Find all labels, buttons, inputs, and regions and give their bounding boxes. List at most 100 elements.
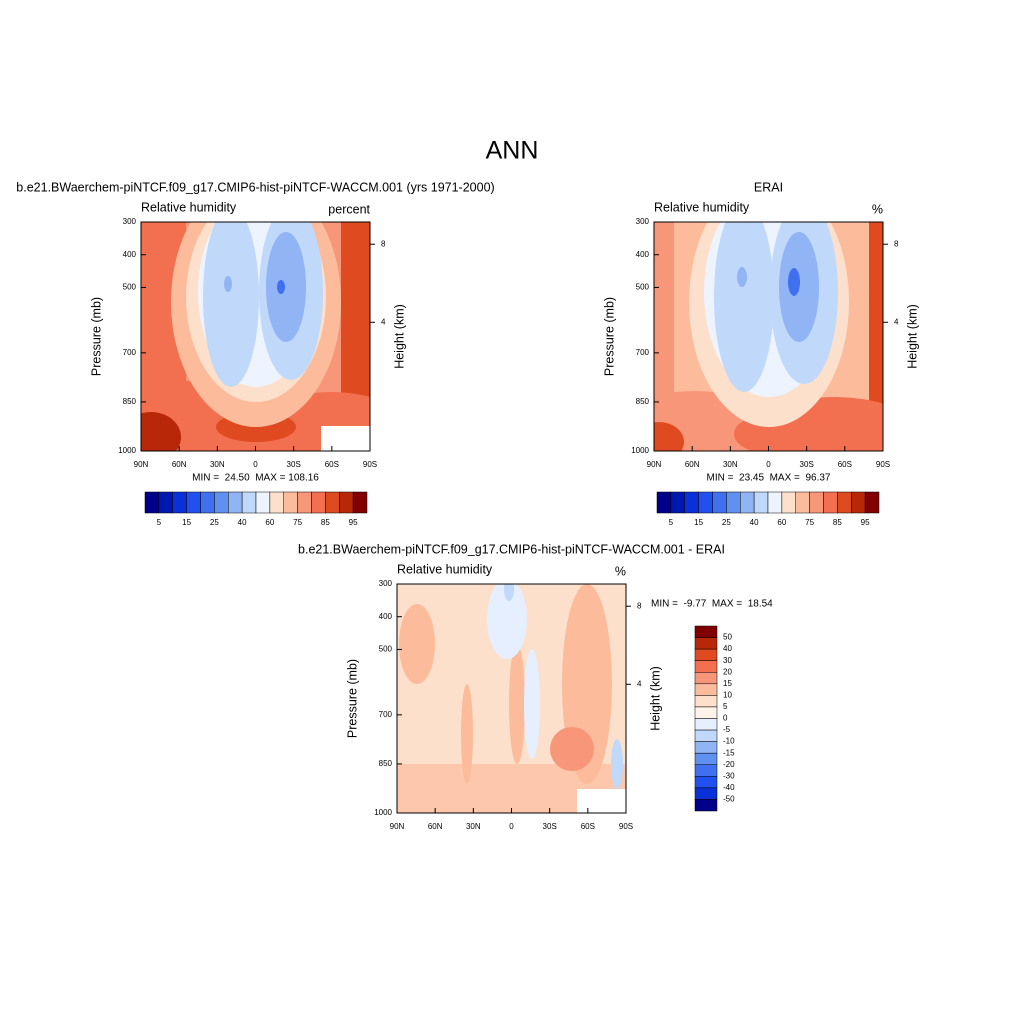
- y-tick-label: 700: [123, 348, 137, 357]
- min-max-stats: MIN = 24.50 MAX = 108.16: [192, 473, 319, 484]
- right-string: %: [872, 202, 883, 216]
- colorbar-box: [740, 491, 755, 514]
- contour-field: [141, 222, 370, 451]
- colorbar-box: [837, 491, 852, 514]
- colorbar-box: [712, 491, 727, 514]
- colorbar-box: [200, 491, 215, 514]
- colorbar-label: 85: [833, 518, 842, 527]
- y-tick-label: 850: [636, 397, 650, 406]
- colorbar-label: 75: [293, 518, 302, 527]
- panel-title: ERAI: [754, 180, 783, 194]
- x-tick-label: 90S: [363, 460, 377, 469]
- colorbar-box: [823, 491, 838, 514]
- colorbar-box: [753, 491, 769, 514]
- x-tick-label: 0: [253, 460, 258, 469]
- colorbar-box: [694, 729, 718, 742]
- colorbar-box: [698, 491, 713, 514]
- y2-tick-label: 8: [894, 239, 899, 248]
- colorbar-box: [694, 683, 718, 696]
- colorbar-box: [311, 491, 326, 514]
- x-tick-label: 60N: [428, 822, 443, 831]
- y2-tick-label: 8: [381, 239, 386, 248]
- y-tick-label: 500: [379, 645, 393, 654]
- colorbar-box: [694, 799, 718, 812]
- colorbar-label: -40: [723, 783, 735, 792]
- y2-tick-label: 4: [637, 679, 642, 688]
- colorbar-box: [694, 718, 718, 731]
- colorbar-label: 5: [157, 518, 162, 527]
- x-tick-label: 90N: [390, 822, 405, 831]
- x-tick-label: 30N: [723, 460, 738, 469]
- y2-axis-label: Height (km): [648, 666, 662, 731]
- colorbar-box: [186, 491, 201, 514]
- x-tick-label: 90N: [134, 460, 149, 469]
- y-tick-label: 300: [636, 217, 650, 226]
- colorbar-box: [726, 491, 741, 514]
- y-tick-label: 700: [636, 348, 650, 357]
- colorbar-box: [864, 491, 880, 514]
- x-tick-label: 0: [766, 460, 771, 469]
- colorbar-label: 15: [694, 518, 703, 527]
- y-tick-label: 300: [123, 217, 137, 226]
- x-tick-label: 60S: [325, 460, 339, 469]
- right-string: %: [615, 564, 626, 578]
- min-max-stats: MIN = -9.77 MAX = 18.54: [651, 599, 773, 610]
- colorbar-box: [297, 491, 312, 514]
- y-axis-label: Pressure (mb): [89, 297, 103, 376]
- y-tick-label: 850: [123, 397, 137, 406]
- colorbar-label: 0: [723, 714, 728, 723]
- y2-axis-label: Height (km): [392, 304, 406, 369]
- panel-title: b.e21.BWaerchem-piNTCF.f09_g17.CMIP6-his…: [298, 542, 725, 556]
- x-tick-label: 60N: [172, 460, 187, 469]
- colorbar-label: 15: [723, 679, 732, 688]
- colorbar-box: [255, 491, 271, 514]
- y2-tick-label: 4: [381, 317, 386, 326]
- colorbar-box: [352, 491, 368, 514]
- colorbar-box: [228, 491, 243, 514]
- colorbar-box: [158, 491, 173, 514]
- x-tick-label: 30N: [466, 822, 481, 831]
- colorbar-label: 30: [723, 656, 732, 665]
- colorbar-label: 40: [723, 644, 732, 653]
- x-tick-label: 90S: [619, 822, 633, 831]
- x-tick-label: 30S: [287, 460, 301, 469]
- colorbar-box: [144, 491, 160, 514]
- y-axis-label: Pressure (mb): [345, 659, 359, 738]
- colorbar-box: [694, 672, 718, 685]
- colorbar-label: 60: [777, 518, 786, 527]
- colorbar-box: [694, 776, 718, 789]
- colorbar-box: [694, 648, 718, 661]
- left-string: Relative humidity: [397, 562, 493, 576]
- colorbar-box: [283, 491, 298, 514]
- colorbar-box: [851, 491, 866, 514]
- colorbar-label: 15: [182, 518, 191, 527]
- colorbar-box: [172, 491, 187, 514]
- colorbar-label: -30: [723, 771, 735, 780]
- colorbar-box: [694, 637, 718, 650]
- colorbar-box: [214, 491, 229, 514]
- x-tick-label: 60N: [685, 460, 700, 469]
- colorbar-label: 10: [723, 690, 732, 699]
- y2-tick-label: 8: [637, 601, 642, 610]
- y-tick-label: 1000: [631, 446, 649, 455]
- figure-title: ANN: [486, 137, 539, 165]
- colorbar-box: [694, 695, 718, 708]
- colorbar-label: 5: [723, 702, 728, 711]
- colorbar-label: 25: [722, 518, 731, 527]
- colorbar-box: [241, 491, 257, 514]
- colorbar-label: 85: [321, 518, 330, 527]
- colorbar-label: 40: [238, 518, 247, 527]
- colorbar-box: [656, 491, 672, 514]
- y-axis-label: Pressure (mb): [602, 297, 616, 376]
- y-tick-label: 500: [636, 283, 650, 292]
- y2-axis-label: Height (km): [905, 304, 919, 369]
- y-tick-label: 500: [123, 283, 137, 292]
- colorbar-box: [694, 625, 718, 638]
- contour-field: [397, 584, 626, 813]
- colorbar-label: 50: [723, 633, 732, 642]
- colorbar-label: 25: [210, 518, 219, 527]
- colorbar-label: 75: [805, 518, 814, 527]
- colorbar-box: [694, 752, 718, 765]
